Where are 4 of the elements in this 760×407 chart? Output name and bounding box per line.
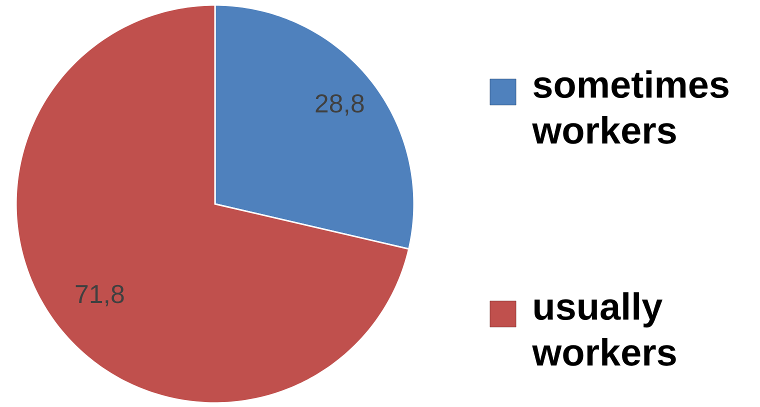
legend-label: sometimes workers (532, 70, 728, 144)
data-label: 28,8 (316, 94, 364, 116)
legend-label: usually workers (532, 292, 676, 366)
data-label: 71,8 (76, 284, 124, 306)
